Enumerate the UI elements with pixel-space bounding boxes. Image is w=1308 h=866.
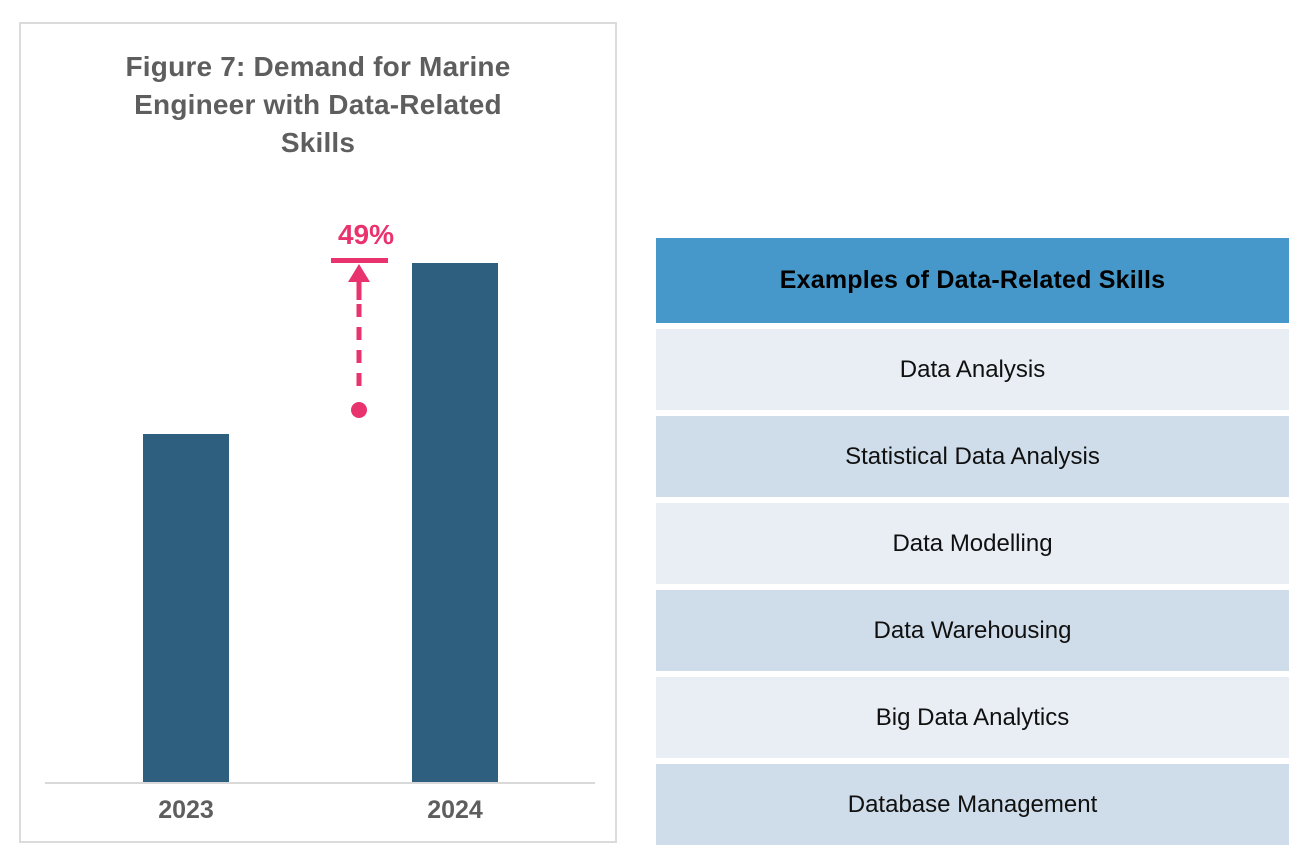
table-row: Database Management (656, 764, 1289, 845)
table-row: Big Data Analytics (656, 677, 1289, 758)
growth-annotation-label: 49% (337, 219, 395, 250)
x-tick-2024: 2024 (427, 796, 483, 824)
table-row: Statistical Data Analysis (656, 416, 1289, 497)
bar-2023 (143, 434, 229, 783)
skills-table-header: Examples of Data-Related Skills (656, 238, 1289, 323)
skills-table: Examples of Data-Related Skills Data Ana… (656, 238, 1289, 845)
bar-chart-card: Figure 7: Demand for Marine Engineer wit… (19, 22, 617, 843)
x-axis-line (45, 782, 595, 784)
chart-title: Figure 7: Demand for Marine Engineer wit… (125, 51, 511, 158)
table-row: Data Modelling (656, 503, 1289, 584)
table-row: Data Analysis (656, 329, 1289, 410)
bar-chart-plot-area: 49% 2023 2024 (21, 24, 615, 841)
growth-arrow-icon (348, 264, 370, 418)
growth-annotation-cap-line (331, 258, 388, 263)
x-tick-2023: 2023 (158, 796, 214, 824)
table-row: Data Warehousing (656, 590, 1289, 671)
bar-2024 (412, 263, 498, 783)
